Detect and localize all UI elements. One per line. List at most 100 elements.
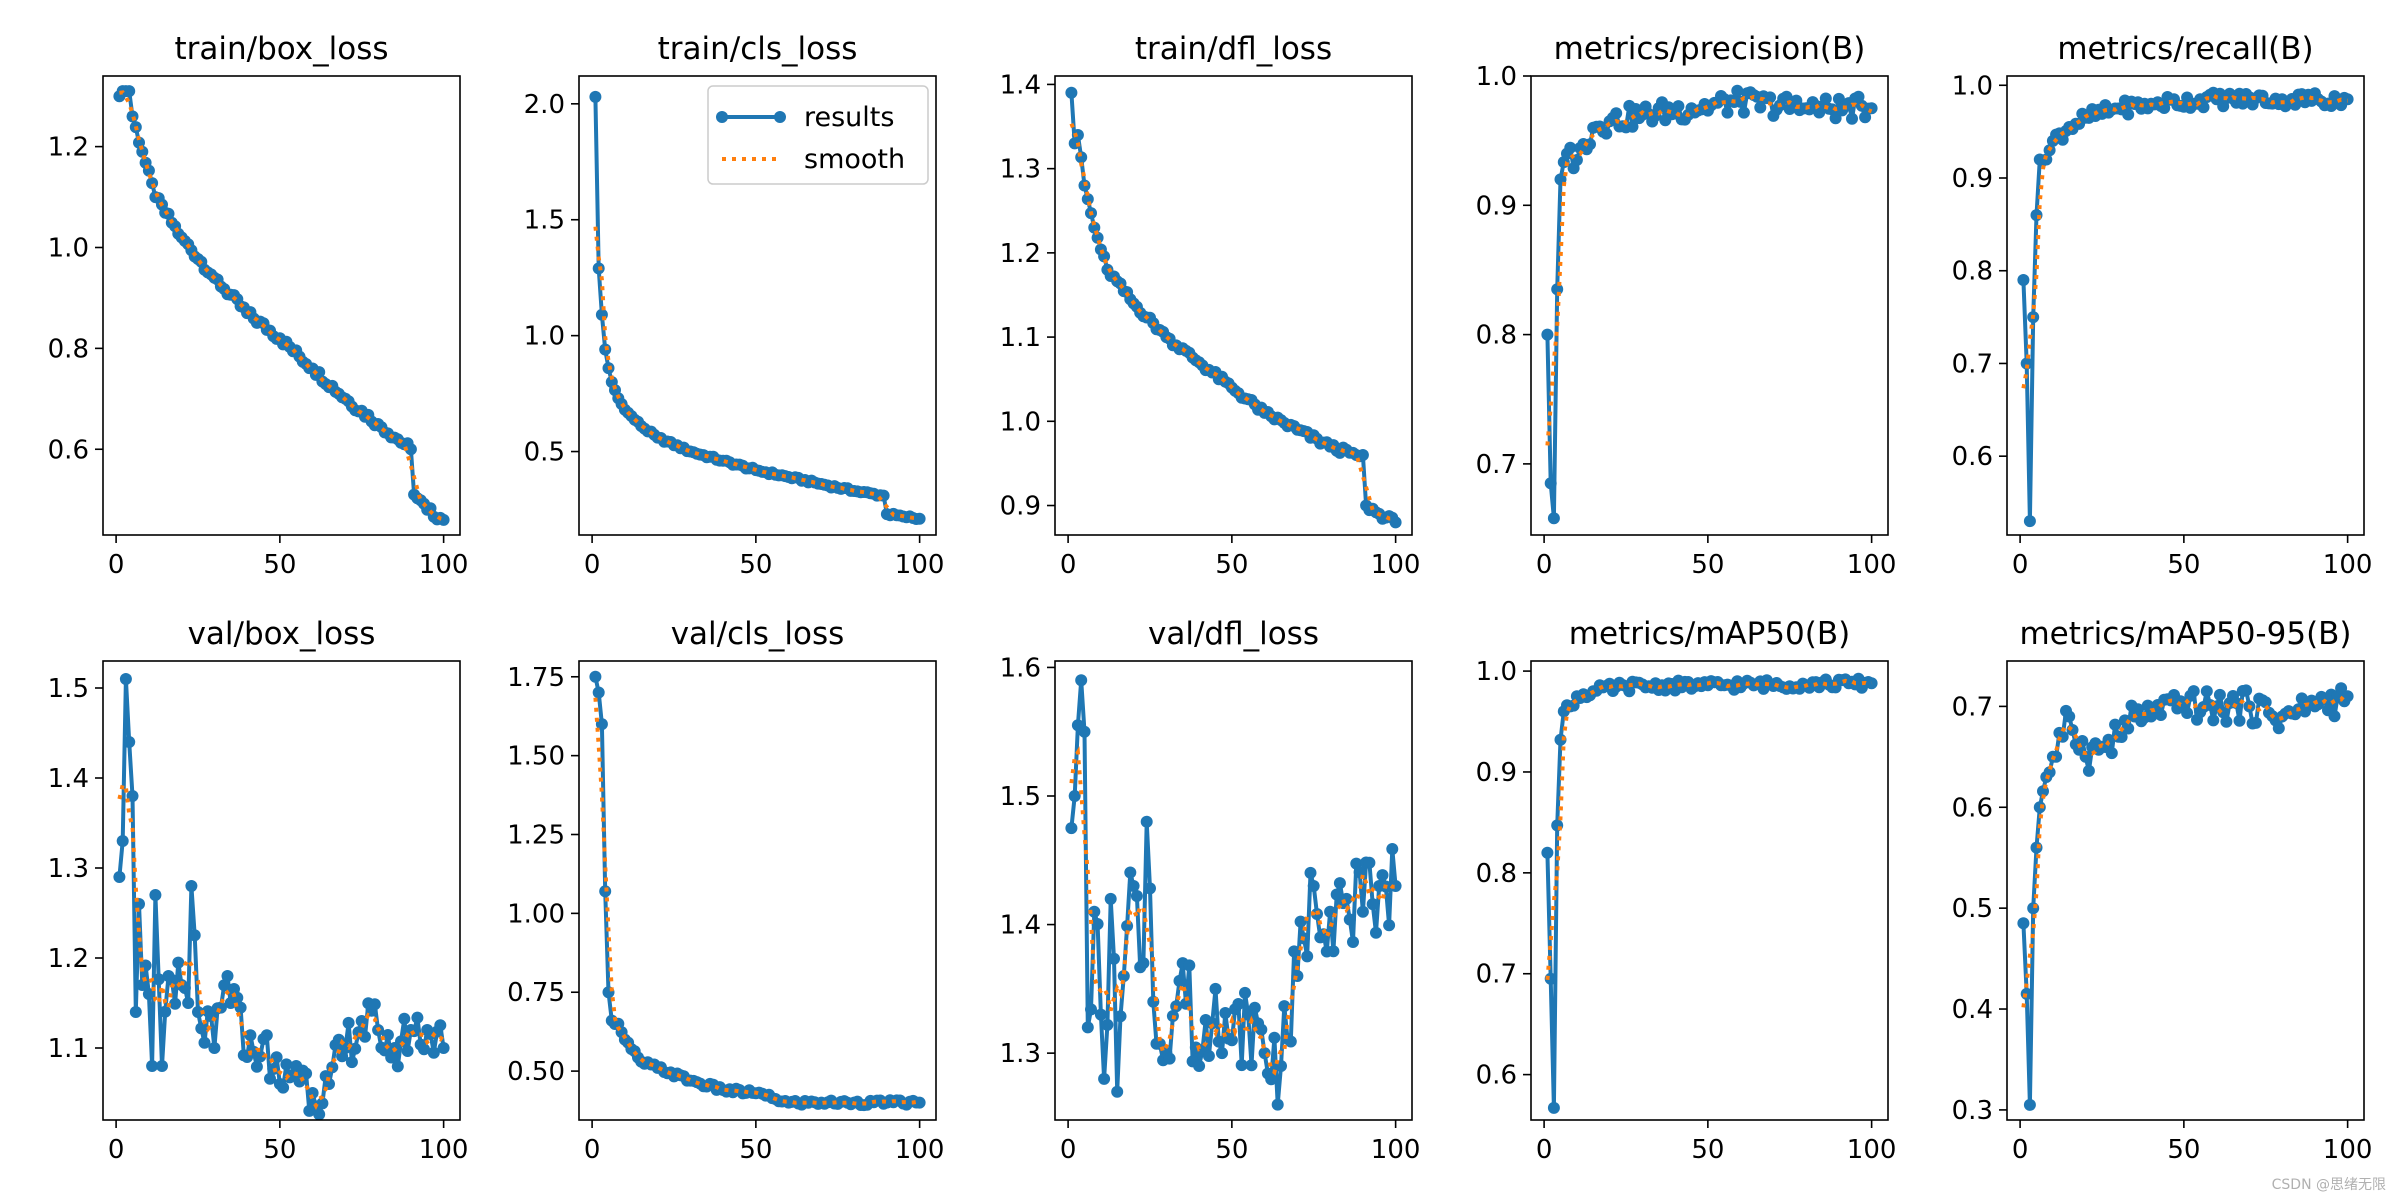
x-tick-label: 50 — [1215, 1135, 1248, 1165]
data-point — [1363, 856, 1376, 869]
y-tick-label: 1.00 — [507, 899, 565, 929]
x-tick-label: 0 — [1536, 550, 1553, 580]
data-point — [1764, 91, 1777, 104]
data-point — [260, 1029, 273, 1042]
data-point — [2341, 690, 2354, 703]
y-tick-label: 1.4 — [1000, 911, 1041, 941]
data-point — [434, 1019, 447, 1032]
data-point — [2033, 801, 2046, 814]
data-point — [2105, 747, 2118, 760]
data-point — [159, 1005, 172, 1018]
data-point — [1239, 986, 1251, 999]
subplot-title: train/box_loss — [174, 31, 388, 67]
data-point — [1212, 1035, 1225, 1048]
data-point — [2030, 209, 2043, 222]
axes-frame — [1530, 660, 1889, 1121]
data-point — [316, 1097, 329, 1110]
data-point — [1117, 970, 1130, 982]
y-tick-label: 0.8 — [1476, 859, 1517, 889]
x-tick-label: 100 — [895, 550, 945, 580]
y-tick-label: 0.6 — [1952, 793, 1993, 823]
data-point — [172, 956, 185, 969]
data-point — [1088, 905, 1101, 918]
data-point — [1137, 957, 1150, 970]
y-tick-label: 1.0 — [1476, 62, 1517, 92]
data-point — [2020, 357, 2033, 370]
y-tick-label: 0.8 — [1952, 257, 1993, 287]
data-point — [2181, 707, 2194, 719]
subplot-title: val/dfl_loss — [1148, 616, 1319, 652]
y-tick-label: 0.9 — [1476, 758, 1517, 788]
y-tick-label: 1.75 — [507, 663, 565, 693]
data-point — [1356, 449, 1369, 461]
data-point — [411, 1011, 424, 1024]
data-point — [368, 998, 381, 1011]
x-tick-label: 50 — [1691, 550, 1724, 580]
data-point — [1865, 102, 1878, 115]
data-point — [355, 1015, 368, 1027]
data-point — [149, 889, 162, 901]
data-point — [1731, 84, 1744, 97]
data-point — [1544, 972, 1557, 985]
data-point — [313, 1108, 326, 1120]
data-point — [2017, 917, 2030, 930]
x-tick-label: 0 — [584, 550, 601, 580]
x-tick-label: 0 — [1536, 1135, 1553, 1165]
data-point — [2063, 710, 2076, 723]
data-point — [198, 1036, 211, 1049]
x-tick-label: 0 — [1060, 1135, 1077, 1165]
data-point — [152, 973, 165, 986]
data-point — [2079, 750, 2092, 763]
y-tick-label: 0.6 — [1476, 1061, 1517, 1091]
data-point — [1163, 1052, 1176, 1065]
results-line — [1545, 676, 1873, 1110]
axes-frame — [2006, 660, 2365, 1121]
data-point — [418, 1043, 430, 1056]
data-point — [119, 673, 132, 685]
data-point — [1268, 1031, 1281, 1044]
data-point — [1547, 512, 1560, 525]
data-point — [136, 145, 149, 158]
data-point — [404, 443, 417, 456]
data-point — [1301, 950, 1314, 963]
axes-frame — [1054, 660, 1413, 1121]
data-point — [185, 880, 198, 892]
data-point — [1173, 974, 1186, 987]
data-point — [1307, 880, 1320, 892]
data-point — [123, 85, 136, 98]
data-point — [349, 1042, 362, 1055]
x-tick-label: 100 — [1847, 550, 1897, 580]
data-point — [1547, 1101, 1560, 1114]
data-point — [2207, 714, 2220, 727]
data-point — [2027, 902, 2040, 915]
y-tick-label: 1.5 — [524, 206, 565, 236]
data-point — [2200, 685, 2213, 698]
subplot-train-cls-loss: train/cls_loss 0 50 100 0.5 1.0 1.5 2.0 results s… — [524, 31, 945, 580]
legend-smooth-label: smooth — [804, 144, 905, 175]
data-point — [589, 90, 602, 103]
subplot-metrics-recall-b: metrics/recall(B) 0 50 100 0.6 0.7 0.8 0.9 1.0 — [1952, 31, 2373, 580]
data-point — [1356, 905, 1369, 918]
data-point — [1829, 112, 1842, 125]
data-point — [1098, 1072, 1111, 1085]
y-tick-label: 1.5 — [1000, 782, 1041, 812]
data-point — [1389, 516, 1402, 529]
data-point — [126, 790, 139, 802]
data-point — [1564, 141, 1577, 154]
smooth-line — [1545, 678, 1873, 980]
smooth-line — [1545, 94, 1873, 446]
csdn-watermark: CSDN @思绪无限 — [2271, 1177, 2386, 1193]
results-markers — [1541, 672, 1878, 1114]
data-point — [1140, 815, 1153, 828]
axes-frame — [2006, 75, 2365, 536]
x-tick-label: 50 — [1691, 1135, 1724, 1165]
data-point — [195, 1022, 208, 1035]
results-markers — [113, 85, 450, 526]
data-point — [1130, 890, 1143, 902]
results-line — [1545, 88, 1872, 521]
data-point — [2017, 274, 2030, 286]
data-point — [1343, 913, 1356, 926]
data-point — [1085, 1003, 1097, 1016]
axes-frame — [578, 75, 937, 536]
data-point — [244, 1029, 257, 1042]
